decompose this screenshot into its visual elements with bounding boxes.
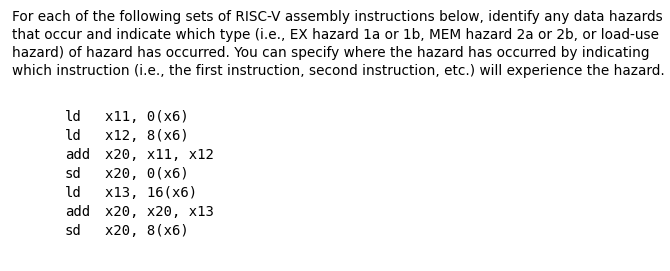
Text: ld: ld xyxy=(65,110,82,124)
Text: add: add xyxy=(65,148,90,162)
Text: For each of the following sets of RISC-V assembly instructions below, identify a: For each of the following sets of RISC-V… xyxy=(12,10,663,24)
Text: x20, 0(x6): x20, 0(x6) xyxy=(105,167,189,181)
Text: which instruction (i.e., the first instruction, second instruction, etc.) will e: which instruction (i.e., the first instr… xyxy=(12,64,665,78)
Text: x20, 8(x6): x20, 8(x6) xyxy=(105,224,189,238)
Text: x20, x11, x12: x20, x11, x12 xyxy=(105,148,214,162)
Text: x11, 0(x6): x11, 0(x6) xyxy=(105,110,189,124)
Text: hazard) of hazard has occurred. You can specify where the hazard has occurred by: hazard) of hazard has occurred. You can … xyxy=(12,46,649,60)
Text: x12, 8(x6): x12, 8(x6) xyxy=(105,129,189,143)
Text: x20, x20, x13: x20, x20, x13 xyxy=(105,205,214,219)
Text: ld: ld xyxy=(65,186,82,200)
Text: ld: ld xyxy=(65,129,82,143)
Text: sd: sd xyxy=(65,167,82,181)
Text: x13, 16(x6): x13, 16(x6) xyxy=(105,186,197,200)
Text: that occur and indicate which type (i.e., EX hazard 1a or 1b, MEM hazard 2a or 2: that occur and indicate which type (i.e.… xyxy=(12,28,659,42)
Text: add: add xyxy=(65,205,90,219)
Text: sd: sd xyxy=(65,224,82,238)
